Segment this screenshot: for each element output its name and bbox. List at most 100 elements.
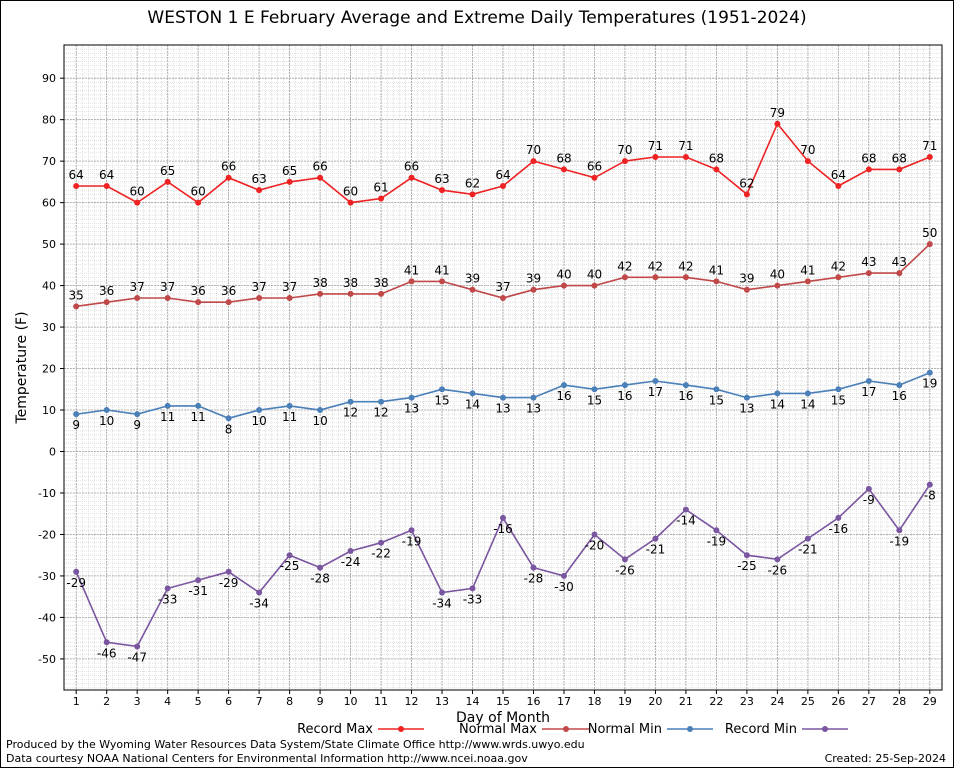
record-min-data-label: -19 [890,534,910,548]
x-tick-label: 21 [679,695,693,708]
record-max-data-label: 71 [648,139,663,153]
record-min-point [347,548,354,555]
record-max-point [378,195,385,202]
record-max-point [926,153,933,160]
normal-min-data-label: 17 [648,385,663,399]
legend-marker-normal-max [563,726,569,732]
normal-max-data-label: 42 [617,259,632,273]
normal-max-point [347,290,354,297]
record-max-point [621,158,628,165]
x-tick-label: 20 [648,695,662,708]
normal-min-data-label: 16 [617,389,632,403]
record-max-point [225,174,232,181]
y-tick-label: -10 [38,487,56,500]
normal-max-point [926,241,933,248]
normal-min-point [469,390,476,397]
y-tick-label: 20 [42,363,56,376]
normal-min-data-label: 10 [312,414,327,428]
record-min-point [865,485,872,492]
major-grid [64,45,942,690]
x-tick-label: 5 [195,695,202,708]
normal-max-data-label: 43 [861,255,876,269]
record-min-data-label: -30 [554,580,574,594]
normal-max-data-label: 37 [251,280,266,294]
normal-max-point [652,274,659,281]
record-min-point [103,639,110,646]
normal-max-data-label: 36 [99,284,114,298]
normal-min-data-label: 16 [556,389,571,403]
record-min-data-label: -25 [280,559,300,573]
normal-max-point [713,278,720,285]
normal-min-data-label: 14 [770,397,785,411]
normal-min-data-label: 11 [282,410,297,424]
normal-min-point [225,415,232,422]
record-min-data-label: -19 [402,534,422,548]
x-tick-label: 22 [709,695,723,708]
normal-min-point [621,382,628,389]
normal-max-data-label: 37 [130,280,145,294]
record-min-point [164,585,171,592]
x-tick-label: 14 [466,695,480,708]
legend-marker-record-min [822,726,828,732]
record-max-point [347,199,354,206]
record-max-data-label: 63 [434,172,449,186]
record-min-data-label: -22 [371,547,391,561]
legend-marker-normal-min [687,726,693,732]
normal-max-point [286,295,293,302]
normal-max-data-label: 36 [221,284,236,298]
x-tick-label: 28 [892,695,906,708]
normal-min-data-label: 9 [72,418,80,432]
record-min-data-label: -16 [493,522,513,536]
record-min-point [134,643,141,650]
record-max-point [743,191,750,198]
record-max-data-label: 65 [160,164,175,178]
normal-min-point [896,382,903,389]
normal-max-point [560,282,567,289]
record-min-point [439,589,446,596]
normal-max-point [317,290,324,297]
record-min-point [286,552,293,559]
x-tick-label: 13 [435,695,449,708]
legend-label-normal-min: Normal Min [588,722,662,737]
legend-label-record-min: Record Min [725,722,797,737]
legend-label-record-max: Record Max [297,722,373,737]
record-min-point [926,481,933,488]
x-tick-label: 19 [618,695,632,708]
normal-min-data-label: 19 [922,377,937,391]
x-tick-label: 23 [740,695,754,708]
y-tick-label: -30 [38,570,56,583]
normal-min-point [195,402,202,409]
record-max-data-label: 62 [739,176,754,190]
normal-min-point [743,394,750,401]
normal-min-data-label: 14 [800,397,815,411]
record-max-data-label: 64 [495,168,510,182]
record-min-point [560,572,567,579]
record-min-data-label: -26 [615,563,635,577]
record-max-data-label: 66 [404,160,419,174]
normal-min-data-label: 15 [434,393,449,407]
record-min-data-label: -26 [768,563,788,577]
record-min-point [713,527,720,534]
record-max-data-label: 64 [99,168,114,182]
normal-min-data-label: 15 [587,393,602,407]
record-min-data-label: -19 [707,534,727,548]
normal-min-point [164,402,171,409]
record-min-point [774,556,781,563]
record-min-data-label: -47 [127,650,147,664]
record-max-point [73,183,80,190]
normal-min-point [774,390,781,397]
normal-min-data-label: 12 [343,406,358,420]
normal-max-data-label: 37 [160,280,175,294]
record-max-point [682,153,689,160]
record-max-data-label: 70 [800,143,815,157]
normal-min-point [286,402,293,409]
normal-min-data-label: 11 [160,410,175,424]
x-tick-label: 8 [286,695,293,708]
record-max-data-label: 60 [343,185,358,199]
record-min-point [378,539,385,546]
x-tick-label: 4 [164,695,171,708]
normal-max-point [225,299,232,306]
chart-title: WESTON 1 E February Average and Extreme … [147,8,807,28]
normal-min-point [317,407,324,414]
record-min-point [591,531,598,538]
